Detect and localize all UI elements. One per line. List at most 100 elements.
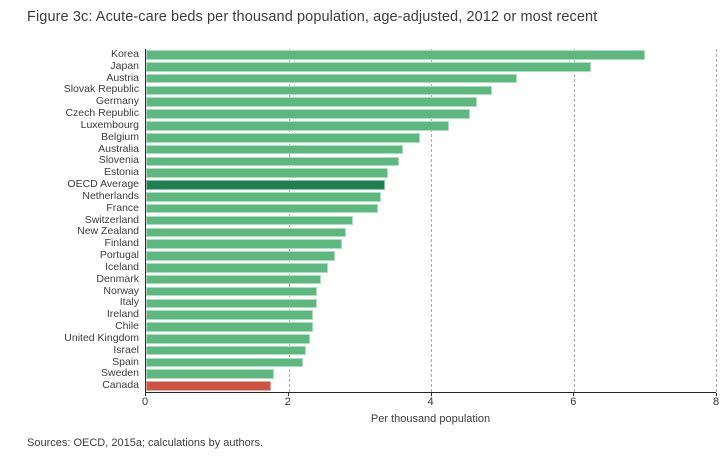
category-label: Denmark — [96, 272, 139, 285]
x-tick-mark — [573, 393, 575, 397]
bar-iceland — [146, 263, 328, 273]
bar-luxembourg — [146, 121, 449, 131]
chart-bar-row — [146, 368, 716, 380]
chart-bar-row — [146, 179, 716, 191]
chart-bar-row — [146, 250, 716, 262]
category-label: Luxembourg — [80, 118, 139, 131]
x-tick-label: 4 — [427, 396, 434, 409]
bar-slovenia — [146, 156, 399, 167]
chart-bar-row — [146, 297, 716, 309]
plot-area — [145, 49, 717, 394]
x-tick-label: 8 — [712, 396, 720, 409]
category-label: New Zealand — [77, 225, 139, 238]
x-tick-mark — [145, 393, 146, 397]
bar-netherlands — [146, 192, 382, 202]
x-tick-mark — [430, 393, 432, 397]
category-label: Slovak Republic — [63, 83, 139, 96]
category-label: Slovenia — [98, 154, 139, 167]
chart-bar-row — [146, 203, 716, 215]
bar-korea — [146, 50, 645, 60]
bar-ireland — [146, 310, 314, 320]
category-label: Estonia — [103, 166, 139, 179]
category-label: Norway — [103, 284, 139, 297]
x-tick-label: 2 — [284, 396, 291, 409]
category-label: Austria — [106, 71, 139, 84]
bar-sweden — [146, 369, 275, 380]
chart-bar-row — [146, 144, 716, 156]
chart-bar-row — [146, 96, 716, 108]
chart-bar-row — [146, 357, 716, 369]
category-label: Chile — [115, 320, 139, 333]
y-axis-labels: Korea Japan Austria Slovak Republic Germany C… — [5, 48, 145, 393]
chart-bar-row — [146, 380, 716, 392]
category-label: OECD Average — [67, 178, 139, 191]
category-label: Sweden — [101, 367, 139, 380]
bar-france — [146, 203, 378, 214]
x-tick-label: 0 — [141, 396, 149, 409]
bar-austria — [146, 73, 517, 84]
figure-title: Figure 3c: Acute-care beds per thousand … — [27, 9, 598, 25]
chart-bar-row — [146, 108, 716, 120]
gridline — [716, 49, 717, 393]
category-label: Ireland — [106, 308, 139, 321]
category-label: Korea — [110, 48, 139, 60]
chart-bar-row — [146, 321, 716, 333]
bar-canada — [146, 381, 271, 391]
chart-bar-row — [146, 155, 716, 167]
bar-belgium — [146, 132, 421, 143]
bar-slovak-republic — [146, 85, 492, 96]
chart-bar-row — [146, 345, 716, 357]
bar-czech-republic — [146, 109, 471, 119]
gridline — [573, 49, 575, 393]
bar-germany — [146, 97, 478, 108]
category-label: Italy — [119, 296, 139, 309]
x-tick-label: 6 — [570, 396, 577, 409]
x-tick-mark — [287, 393, 289, 397]
category-label: United Kingdom — [64, 331, 139, 344]
chart-bar-row — [146, 333, 716, 345]
category-label: Finland — [104, 237, 139, 250]
category-label: Israel — [113, 343, 139, 356]
bar-chart: Korea Japan Austria Slovak Republic Germany C… — [5, 48, 720, 426]
category-label: Spain — [112, 355, 139, 368]
chart-bar-row — [146, 309, 716, 321]
chart-bar-row — [146, 191, 716, 203]
x-axis: 0 2 4 6 8 — [141, 393, 720, 410]
chart-bar-row — [146, 132, 716, 144]
category-label: Japan — [110, 59, 139, 72]
chart-bar-row — [146, 61, 716, 73]
source-note: Sources: OECD, 2015a; calculations by au… — [27, 437, 264, 449]
chart-bar-row — [146, 120, 716, 132]
bar-new-zealand — [146, 227, 346, 238]
bar-portugal — [146, 251, 335, 261]
bar-united-kingdom — [146, 333, 310, 344]
bar-japan — [146, 61, 592, 72]
chart-bar-row — [146, 215, 716, 227]
category-label: Germany — [95, 95, 139, 108]
bar-switzerland — [146, 215, 353, 226]
chart-bar-row — [146, 286, 716, 298]
bar-spain — [146, 357, 303, 368]
bar-finland — [146, 239, 342, 249]
category-label: Netherlands — [82, 189, 139, 202]
bar-italy — [146, 298, 317, 309]
chart-bar-row — [146, 226, 716, 238]
bar-norway — [146, 286, 317, 297]
category-label: Czech Republic — [65, 107, 139, 120]
chart-bar-row — [146, 238, 716, 250]
chart-bar-row — [146, 262, 716, 274]
bar-chile — [146, 322, 314, 332]
x-axis-title: Per thousand population — [370, 413, 491, 426]
category-label: Belgium — [101, 130, 139, 143]
x-tick-mark — [716, 393, 717, 397]
category-label: Iceland — [105, 260, 139, 273]
bar-oecd-average — [146, 180, 385, 190]
chart-bar-row — [146, 84, 716, 96]
category-label: France — [106, 201, 139, 214]
bar-australia — [146, 144, 403, 155]
category-label: Portugal — [99, 249, 139, 262]
bar-denmark — [146, 274, 321, 285]
category-label: Australia — [98, 142, 139, 155]
gridline — [431, 49, 432, 393]
category-label: Switzerland — [84, 213, 139, 226]
